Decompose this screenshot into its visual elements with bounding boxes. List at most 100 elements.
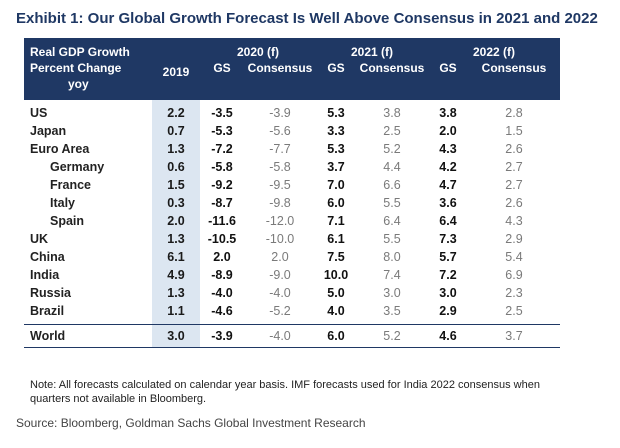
cell-consensus-2020: -3.9 [269,106,291,120]
cell-gs-2021: 10.0 [323,268,349,282]
cell-gs-2020: -7.2 [211,142,233,156]
table-row: Spain 2.0 -11.6 -12.0 7.1 6.4 6.4 4.3 [24,212,560,230]
cell-gs-2022: 4.6 [428,324,468,348]
row-label: Italy [50,196,76,210]
header-spacer [200,76,560,100]
cell-consensus-2020: -7.7 [269,142,291,156]
cell-gs-2022: 4.7 [439,178,457,192]
table-row: UK 1.3 -10.5 -10.0 6.1 5.5 7.3 2.9 [24,230,560,248]
cell-gs-2020: -4.6 [211,304,233,318]
row-label: Russia [30,286,71,300]
cell-consensus-2022: 5.4 [505,250,523,264]
cell-gs-2020: -9.2 [211,178,233,192]
row-label: UK [30,232,49,246]
cell-2019: 0.7 [152,122,200,140]
cell-gs-2022: 5.7 [439,250,457,264]
row-label: World [24,324,152,348]
header-label-line1: Real GDP Growth [24,38,152,60]
table-row: US 2.2 -3.5 -3.9 5.3 3.8 3.8 2.8 [24,100,560,122]
cell-gs-2020: -8.9 [211,268,233,282]
cell-consensus-2022: 2.7 [505,178,523,192]
header-label-line2: Percent Change [24,60,152,76]
cell-2019: 6.1 [152,248,200,266]
cell-consensus-2021: 5.5 [383,232,401,246]
cell-consensus-2020: 2.0 [271,250,289,264]
row-label: India [30,268,60,282]
header-consensus-2021: Consensus [356,60,428,76]
cell-consensus-2022: 2.6 [505,142,523,156]
cell-consensus-2021: 3.0 [383,286,401,300]
cell-2019: 4.9 [152,266,200,284]
cell-consensus-2021: 5.5 [383,196,401,210]
cell-consensus-2021: 6.6 [383,178,401,192]
cell-2019: 2.0 [152,212,200,230]
cell-gs-2022: 2.0 [439,124,457,138]
row-label: China [30,250,65,264]
cell-consensus-2020: -10.0 [265,232,295,246]
header-label-line3: yoy [24,76,152,100]
table-row: France 1.5 -9.2 -9.5 7.0 6.6 4.7 2.7 [24,176,560,194]
table-header: Real GDP Growth 2019 2020 (f) 2021 (f) 2… [24,38,560,100]
cell-consensus-2021: 5.2 [356,324,428,348]
cell-consensus-2021: 3.8 [383,106,401,120]
header-year-2020: 2020 (f) [200,38,316,60]
row-label: Germany [50,160,105,174]
header-year-2022: 2022 (f) [428,38,560,60]
table-row: World 3.0 -3.9 -4.0 6.0 5.2 4.6 3.7 [24,324,560,348]
cell-2019: 3.0 [152,324,200,348]
cell-gs-2022: 3.8 [439,106,457,120]
cell-consensus-2022: 2.3 [505,286,523,300]
row-label: Spain [50,214,85,228]
table-row: India 4.9 -8.9 -9.0 10.0 7.4 7.2 6.9 [24,266,560,284]
table-row: Brazil 1.1 -4.6 -5.2 4.0 3.5 2.9 2.5 [24,302,560,325]
header-year-2019: 2019 [152,38,200,100]
cell-consensus-2021: 2.5 [383,124,401,138]
cell-gs-2020: -5.8 [211,160,233,174]
cell-gs-2022: 3.0 [439,286,457,300]
cell-gs-2020: -3.9 [200,324,244,348]
cell-consensus-2022: 3.7 [468,324,560,348]
table-note: Note: All forecasts calculated on calend… [30,379,540,405]
header-year-2021: 2021 (f) [316,38,428,60]
cell-gs-2020: 2.0 [213,250,231,264]
cell-gs-2020: -5.3 [211,124,233,138]
cell-consensus-2021: 8.0 [383,250,401,264]
cell-consensus-2020: -4.0 [269,286,291,300]
cell-gs-2021: 3.3 [327,124,345,138]
table-row: Germany 0.6 -5.8 -5.8 3.7 4.4 4.2 2.7 [24,158,560,176]
cell-consensus-2021: 4.4 [383,160,401,174]
cell-consensus-2021: 5.2 [383,142,401,156]
cell-consensus-2022: 1.5 [505,124,523,138]
cell-consensus-2021: 6.4 [383,214,401,228]
row-label: France [50,178,91,192]
gdp-forecast-table-wrap: Real GDP Growth 2019 2020 (f) 2021 (f) 2… [24,38,560,348]
cell-consensus-2022: 2.5 [505,304,523,318]
table-row: China 6.1 2.0 2.0 7.5 8.0 5.7 5.4 [24,248,560,266]
cell-gs-2020: -3.5 [211,106,233,120]
cell-2019: 1.3 [152,230,200,248]
cell-consensus-2020: -5.8 [269,160,291,174]
cell-consensus-2022: 2.8 [505,106,523,120]
cell-2019: 0.3 [152,194,200,212]
header-gs-2022: GS [428,60,468,76]
cell-gs-2022: 7.3 [439,232,457,246]
cell-consensus-2020: -5.6 [269,124,291,138]
cell-gs-2021: 5.3 [327,142,345,156]
row-label: Brazil [30,304,65,318]
cell-gs-2022: 7.2 [439,268,457,282]
cell-consensus-2020: -9.5 [269,178,291,192]
cell-gs-2021: 5.3 [327,106,345,120]
table-row: Japan 0.7 -5.3 -5.6 3.3 2.5 2.0 1.5 [24,122,560,140]
cell-gs-2022: 4.3 [439,142,457,156]
cell-gs-2022: 2.9 [439,304,457,318]
cell-gs-2021: 4.0 [327,304,345,318]
cell-consensus-2020: -5.2 [269,304,291,318]
cell-2019: 1.3 [152,140,200,158]
row-label: Japan [30,124,67,138]
header-gs-2020: GS [200,60,244,76]
cell-gs-2021: 6.0 [327,196,345,210]
table-row: Italy 0.3 -8.7 -9.8 6.0 5.5 3.6 2.6 [24,194,560,212]
cell-consensus-2021: 3.5 [383,304,401,318]
cell-consensus-2022: 2.9 [505,232,523,246]
gdp-forecast-table: Real GDP Growth 2019 2020 (f) 2021 (f) 2… [24,38,560,348]
